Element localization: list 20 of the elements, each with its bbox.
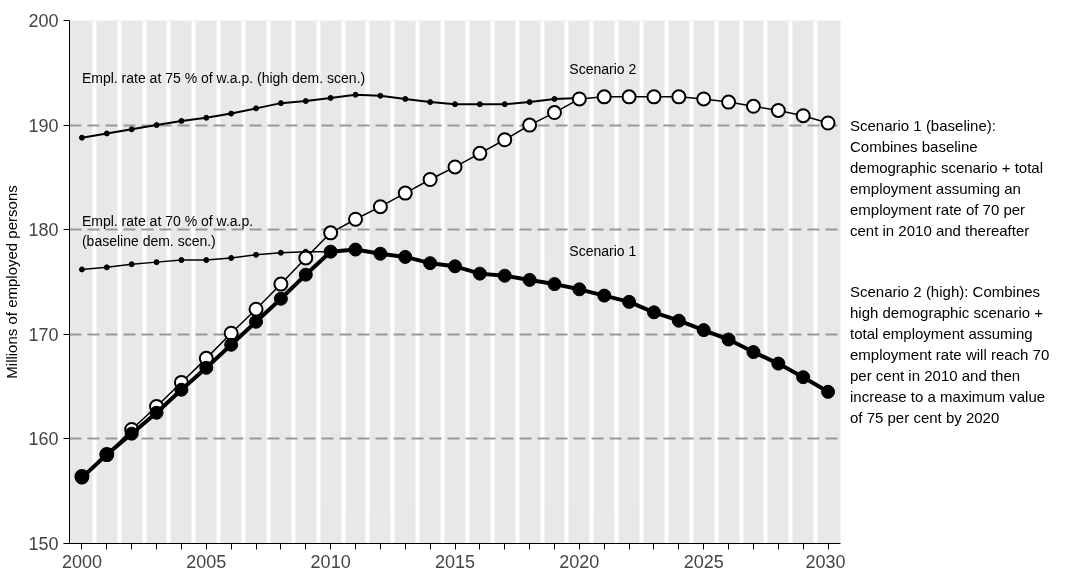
text: Scenario 1 (baseline): Combines baseline demographic scenario + total employment assuming an employment rate of 70 per cent in 2010 and thereafter	[850, 116, 1045, 241]
x-tick-label: 2025	[683, 551, 724, 572]
x-tick-label: 2030	[805, 551, 846, 572]
y-tick-label: 150	[28, 534, 59, 554]
series-label: Scenario 2	[569, 60, 637, 77]
x-tick-label: 2015	[434, 551, 476, 572]
y-tick-label: 180	[28, 220, 59, 241]
y-tick-label: 200	[28, 11, 59, 31]
series-label: Empl. rate at 75 % of w.a.p. (high dem. scen.)	[81, 69, 366, 86]
x-tick-label: 2010	[310, 551, 351, 572]
x-tick-label: 2020	[559, 551, 600, 572]
y-axis-title: Millions of employed persons	[3, 185, 21, 379]
y-tick-label: 160	[28, 429, 59, 450]
x-tick-label: 2000	[61, 551, 102, 572]
series-label: Empl. rate at 70 % of w.a.p. (baseline dem. scen.)	[81, 213, 254, 250]
y-tick-label: 170	[28, 324, 59, 345]
x-tick-label: 2005	[186, 551, 227, 572]
text: Scenario 2 (high): Combines high demographic scenario + total employment assuming employment rate will reach 70 per cent in 2010 and then increase to a maximum value of 75 per cent by 2020	[850, 282, 1050, 428]
series-label: Scenario 1	[569, 243, 637, 260]
y-tick-label: 190	[28, 115, 59, 136]
